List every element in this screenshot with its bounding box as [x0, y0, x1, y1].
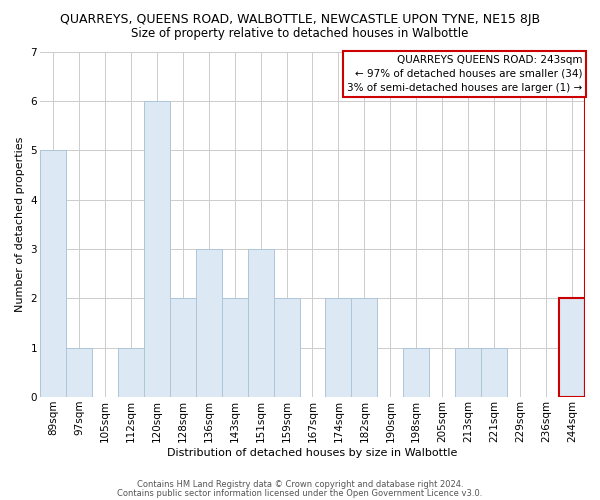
Text: Contains public sector information licensed under the Open Government Licence v3: Contains public sector information licen… — [118, 489, 482, 498]
Bar — [66, 348, 92, 397]
Bar — [144, 101, 170, 397]
Bar — [325, 298, 352, 397]
Text: QUARREYS QUEENS ROAD: 243sqm
← 97% of detached houses are smaller (34)
3% of sem: QUARREYS QUEENS ROAD: 243sqm ← 97% of de… — [347, 55, 582, 93]
Bar — [118, 348, 144, 397]
Text: QUARREYS, QUEENS ROAD, WALBOTTLE, NEWCASTLE UPON TYNE, NE15 8JB: QUARREYS, QUEENS ROAD, WALBOTTLE, NEWCAS… — [60, 12, 540, 26]
Bar — [40, 150, 66, 397]
Text: Contains HM Land Registry data © Crown copyright and database right 2024.: Contains HM Land Registry data © Crown c… — [137, 480, 463, 489]
Y-axis label: Number of detached properties: Number of detached properties — [15, 136, 25, 312]
Bar — [170, 298, 196, 397]
Bar — [403, 348, 429, 397]
Bar — [481, 348, 507, 397]
Bar — [559, 298, 585, 397]
Bar — [455, 348, 481, 397]
Bar — [196, 249, 221, 397]
Bar — [221, 298, 248, 397]
Bar — [352, 298, 377, 397]
Bar — [274, 298, 299, 397]
X-axis label: Distribution of detached houses by size in Walbottle: Distribution of detached houses by size … — [167, 448, 458, 458]
Bar — [248, 249, 274, 397]
Text: Size of property relative to detached houses in Walbottle: Size of property relative to detached ho… — [131, 28, 469, 40]
